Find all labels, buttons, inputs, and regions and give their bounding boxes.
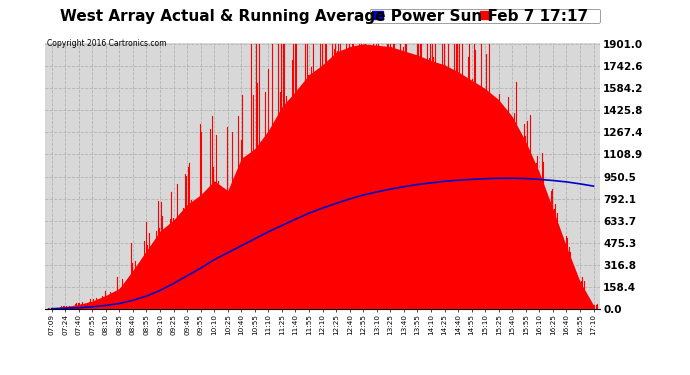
Text: Copyright 2016 Cartronics.com: Copyright 2016 Cartronics.com (47, 39, 166, 48)
Legend: Average  (DC Watts), West Array  (DC Watts): Average (DC Watts), West Array (DC Watts… (370, 9, 600, 23)
Text: West Array Actual & Running Average Power Sun Feb 7 17:17: West Array Actual & Running Average Powe… (60, 9, 589, 24)
